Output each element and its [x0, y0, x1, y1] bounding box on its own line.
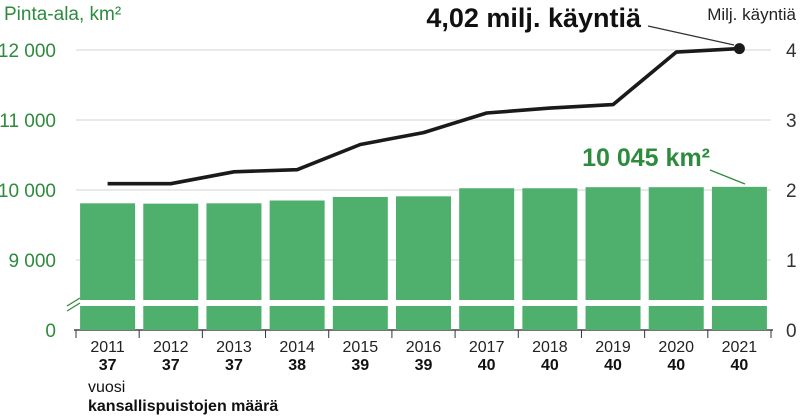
right-tick-label: 3: [786, 111, 797, 132]
visits-annotation-leader: [647, 25, 735, 46]
axis-break-mark: [66, 297, 81, 307]
bar: [80, 203, 136, 330]
right-tick-label: 1: [786, 251, 797, 272]
park-count-label: 39: [351, 357, 369, 374]
visits-line: [107, 46, 740, 186]
right-tick-label: 4: [786, 41, 797, 62]
x-tick-label: 2019: [595, 339, 631, 356]
visits-line-layer: [107, 43, 745, 186]
park-count-label: 37: [225, 357, 243, 374]
x-tick-label: 2021: [722, 339, 758, 356]
bar: [648, 187, 704, 330]
park-count-label: 38: [288, 357, 306, 374]
axis-break: [60, 297, 773, 312]
area-annotation-leader: [709, 169, 746, 185]
x-tick-label: 2018: [532, 339, 568, 356]
right-tick-label: 0: [786, 321, 797, 342]
bar: [332, 197, 388, 330]
bar: [585, 187, 641, 330]
right-tick-label: 2: [786, 181, 797, 202]
visits-annotation: 4,02 milj. käyntiä: [426, 3, 642, 33]
visits-endpoint-marker: [733, 43, 745, 55]
axis-break-band: [60, 300, 773, 306]
x-tick-label: 2017: [469, 339, 505, 356]
bar: [522, 188, 578, 330]
park-count-label: 40: [667, 357, 685, 374]
park-count-label: 37: [99, 357, 117, 374]
bar: [711, 186, 767, 330]
axis-break-mark: [66, 302, 81, 312]
left-axis-title: Pinta-ala, km²: [4, 4, 121, 25]
x-tick-label: 2016: [406, 339, 442, 356]
x-tick-label: 2013: [216, 339, 252, 356]
bars: [80, 186, 767, 330]
x-tick-label: 2015: [343, 339, 379, 356]
park-count-label: 40: [478, 357, 496, 374]
left-tick-label: 11 000: [0, 111, 56, 132]
area-annotation: 10 045 km²: [582, 144, 710, 172]
park-count-label: 40: [541, 357, 559, 374]
x-tick-label: 2012: [153, 339, 189, 356]
x-tick-label: 2011: [90, 339, 125, 356]
bar: [143, 203, 199, 330]
left-tick-label: 12 000: [0, 41, 56, 62]
bar: [206, 203, 262, 330]
x-tick-label: 2020: [658, 339, 694, 356]
park-count-label: 40: [731, 357, 749, 374]
right-axis-title: Milj. käyntiä: [707, 5, 796, 24]
count-label: kansallispuistojen määrä: [88, 398, 278, 415]
left-tick-label: 10 000: [0, 181, 56, 202]
park-count-label: 39: [415, 357, 433, 374]
left-tick-label: 0: [45, 321, 56, 342]
left-tick-label: 9 000: [8, 251, 56, 272]
tick-labels: 0 9 000 10 000 11 000 12 000 0 1 2 3 4: [0, 41, 797, 342]
x-axis: 2011372012372013372014382015392016392017…: [75, 330, 772, 374]
x-tick-label: 2014: [279, 339, 315, 356]
bar: [269, 200, 325, 330]
bar: [396, 196, 451, 330]
park-count-label: 40: [604, 357, 622, 374]
x-axis-title: vuosi: [88, 379, 125, 396]
park-count-label: 37: [162, 357, 180, 374]
bar: [459, 188, 515, 330]
